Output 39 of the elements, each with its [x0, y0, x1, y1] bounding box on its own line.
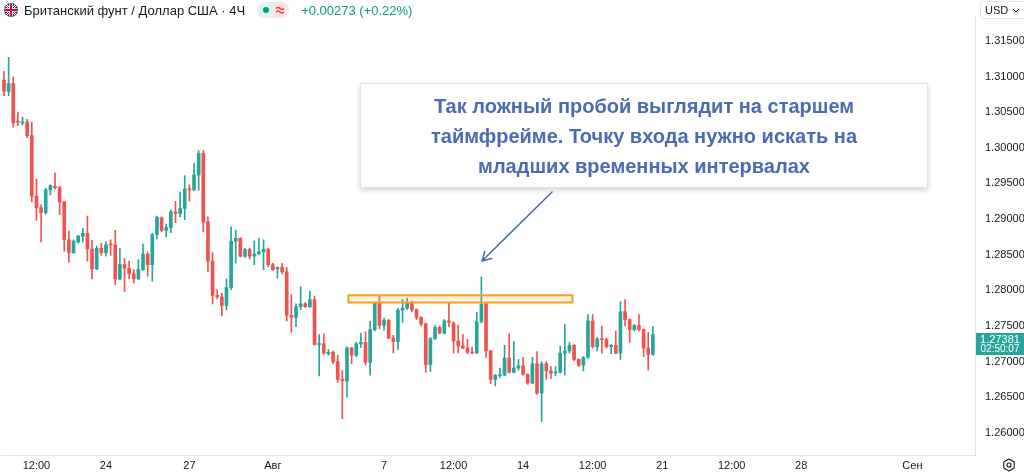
text: 02:50:07: [980, 343, 1020, 355]
y-tick-label: 1.30000: [985, 140, 1024, 153]
y-tick-label: 1.31000: [985, 69, 1024, 82]
y-tick-label: 1.30500: [985, 105, 1024, 118]
candlestick: [456, 324, 461, 354]
x-tick-label: 12:00: [717, 458, 746, 471]
annotation: +0.00273 (+0.22%): [301, 2, 413, 18]
chart-title: Британский фунт / Доллар США · 4Ч: [24, 2, 246, 18]
candlestick: [646, 332, 651, 371]
y-tick-label: 1.29500: [985, 176, 1024, 189]
y-tick-label: 1.29000: [985, 212, 1024, 225]
x-tick-label: 12:00: [578, 458, 607, 471]
y-tick-label: 1.27000: [985, 354, 1024, 367]
y-axis-title: USD: [985, 4, 1009, 16]
y-tick-label: 1.31500: [985, 33, 1024, 46]
x-tick-label: 7: [380, 458, 388, 471]
x-tick-label: 14: [516, 458, 530, 471]
y-tick-label: 1.27500: [985, 319, 1024, 332]
x-tick-label: 28: [795, 458, 808, 471]
candlestick: [233, 230, 238, 264]
candlestick: [317, 334, 321, 377]
y-tick-label: 1.26000: [985, 425, 1024, 438]
annotation: Так ложный пробой выглядит на старшем таймфрейме. Точку входа нужно искать на младших временных интервалах: [430, 95, 857, 177]
x-tick-label: Сен: [902, 458, 923, 471]
x-tick-label: 24: [99, 458, 113, 471]
x-tick-label: Авг: [264, 458, 282, 471]
x-tick-label: 21: [656, 458, 669, 471]
x-tick-label: 12:00: [22, 458, 51, 471]
y-tick-label: 1.28500: [985, 247, 1024, 260]
candlestick: [512, 341, 516, 374]
candlestick: [80, 227, 85, 243]
y-tick-label: 1.26500: [985, 390, 1024, 403]
y-tick-label: 1.28000: [985, 283, 1024, 296]
candlestick: [600, 325, 604, 354]
candlestick: [447, 302, 451, 328]
candlestick: [609, 344, 613, 355]
text: 1.27381: [980, 333, 1020, 346]
x-tick-label: 27: [183, 458, 196, 471]
x-tick-label: 12:00: [439, 458, 468, 471]
